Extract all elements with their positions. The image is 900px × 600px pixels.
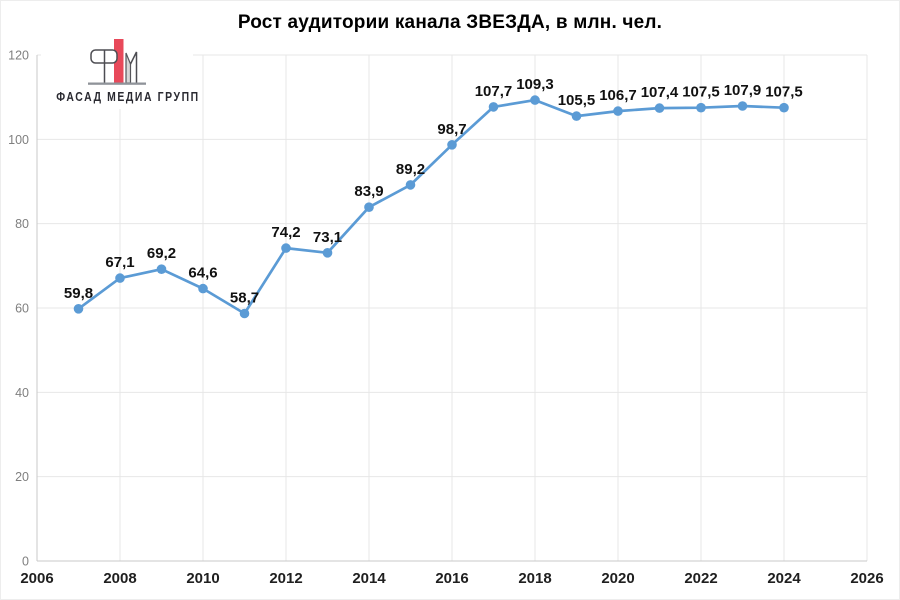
- data-point: [364, 202, 374, 212]
- data-point: [779, 102, 789, 113]
- y-tick-label: 60: [15, 302, 29, 316]
- data-label: 89,2: [396, 161, 425, 178]
- data-label: 73,1: [313, 229, 342, 246]
- logo-baseline: [88, 82, 146, 85]
- logo-red-bar: [114, 39, 124, 84]
- data-point: [447, 140, 457, 150]
- data-label: 107,5: [765, 84, 803, 101]
- data-label: 58,7: [230, 290, 259, 307]
- data-point: [156, 264, 167, 275]
- data-label: 59,8: [64, 285, 93, 302]
- data-label: 74,2: [271, 224, 300, 241]
- logo-m-left-leg: [125, 52, 132, 84]
- x-tick-label: 2024: [767, 570, 801, 587]
- data-label: 107,9: [724, 82, 762, 99]
- data-point: [405, 180, 416, 190]
- data-label: 106,7: [599, 87, 637, 104]
- data-point: [198, 283, 208, 294]
- data-label: 69,2: [147, 245, 176, 262]
- y-tick-label: 120: [8, 49, 29, 63]
- y-tick-label: 20: [15, 470, 29, 484]
- y-tick-label: 40: [15, 386, 29, 400]
- y-tick-label: 0: [22, 555, 29, 569]
- y-tick-label: 100: [8, 133, 29, 147]
- data-label: 67,1: [105, 254, 134, 271]
- x-tick-label: 2018: [518, 570, 551, 587]
- data-label: 105,5: [558, 92, 596, 109]
- data-label: 83,9: [354, 183, 383, 200]
- logo-text: ФАСАД МЕДИА ГРУПП: [56, 89, 200, 104]
- x-tick-label: 2006: [20, 570, 53, 587]
- data-point: [654, 103, 665, 113]
- x-tick-label: 2022: [684, 570, 717, 587]
- data-label: 64,6: [188, 265, 217, 282]
- data-point: [73, 304, 84, 314]
- x-tick-label: 2020: [601, 570, 634, 587]
- data-label: 107,4: [641, 84, 679, 101]
- data-label: 107,7: [475, 83, 513, 100]
- data-label: 98,7: [437, 121, 466, 138]
- data-point: [239, 308, 250, 319]
- logo-mark-icon: [88, 39, 146, 85]
- y-tick-label: 80: [15, 217, 29, 231]
- data-point: [696, 102, 706, 113]
- x-tick-label: 2010: [186, 570, 219, 587]
- data-point: [322, 248, 333, 258]
- data-point: [530, 95, 540, 105]
- x-tick-label: 2012: [269, 570, 302, 587]
- series-line: [77, 98, 786, 315]
- data-point: [281, 243, 291, 253]
- data-point: [115, 273, 125, 283]
- data-point: [737, 101, 748, 111]
- chart-title: Рост аудитории канала ЗВЕЗДА, в млн. чел…: [237, 12, 663, 33]
- data-point: [613, 106, 623, 116]
- x-tick-label: 2016: [435, 570, 468, 587]
- data-label: 109,3: [516, 76, 554, 93]
- data-point: [571, 111, 582, 121]
- x-tick-label: 2008: [103, 570, 136, 587]
- data-point: [488, 102, 499, 112]
- logo: ФАСАД МЕДИА ГРУПП: [41, 25, 200, 109]
- x-tick-label: 2026: [850, 570, 883, 587]
- x-tick-label: 2014: [352, 570, 386, 587]
- logo-m-diagonal: [129, 51, 138, 83]
- data-label: 107,5: [682, 84, 720, 101]
